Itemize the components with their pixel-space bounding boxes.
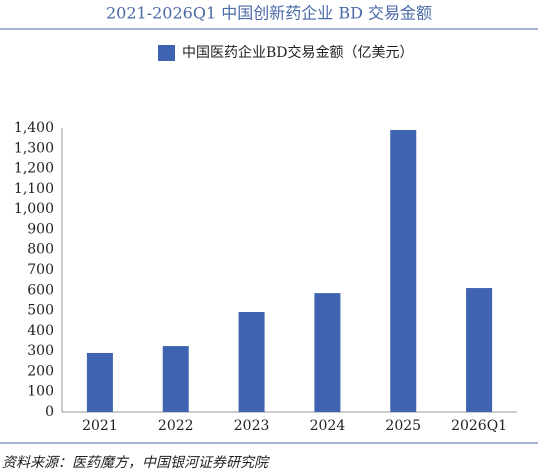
x-tick-label: 2022 <box>158 418 194 434</box>
y-tick-label: 100 <box>27 384 54 400</box>
x-tick-label: 2024 <box>310 418 346 434</box>
y-tick-label: 0 <box>45 404 54 420</box>
y-tick-label: 1,000 <box>14 201 54 217</box>
y-tick-label: 800 <box>27 242 54 258</box>
y-tick-label: 900 <box>27 221 54 237</box>
y-tick-label: 1,400 <box>14 120 54 136</box>
y-tick-label: 600 <box>27 282 54 298</box>
bar <box>390 130 417 412</box>
bar <box>86 352 113 412</box>
bar <box>238 311 265 412</box>
y-tick-label: 1,200 <box>14 161 54 177</box>
x-tick-label: 2023 <box>234 418 270 434</box>
x-tick-label: 2025 <box>385 418 421 434</box>
y-tick-label: 700 <box>27 262 54 278</box>
bar <box>314 293 341 412</box>
bar <box>162 346 189 412</box>
y-tick-label: 300 <box>27 343 54 359</box>
legend-swatch <box>158 45 175 61</box>
x-tick-label: 2026Q1 <box>451 418 507 434</box>
y-tick-label: 500 <box>27 303 54 319</box>
y-tick-label: 1,100 <box>14 181 54 197</box>
y-tick-label: 200 <box>27 363 54 379</box>
y-tick-label: 1,300 <box>14 140 54 156</box>
x-tick-label: 2021 <box>82 418 118 434</box>
chart-title: 2021-2026Q1 中国创新药企业 BD 交易金额 <box>106 4 432 23</box>
bar <box>466 288 493 412</box>
legend-label: 中国医药企业BD交易金额（亿美元） <box>182 44 414 61</box>
y-tick-label: 400 <box>27 323 54 339</box>
source-note: 资料来源：医药魔方，中国银河证券研究院 <box>2 455 270 471</box>
